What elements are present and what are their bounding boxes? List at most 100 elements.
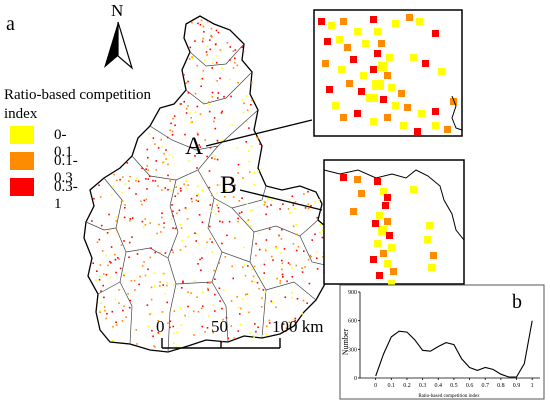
map-point (194, 40, 196, 42)
map-point (289, 212, 291, 214)
map-point (184, 245, 187, 248)
map-point (316, 257, 318, 259)
map-point (200, 78, 202, 81)
legend-label: 0.3-1 (54, 179, 78, 212)
chart-x-tick-label: 0.1 (388, 383, 396, 389)
map-point (133, 279, 136, 282)
map-point (147, 156, 149, 159)
inset-cell (338, 66, 345, 73)
inset-cell (358, 190, 365, 197)
map-point (206, 327, 209, 329)
inset-cell (410, 54, 417, 61)
map-point (115, 271, 117, 274)
map-point (249, 332, 251, 334)
map-point (152, 335, 154, 338)
map-point (120, 244, 123, 246)
inset-cell (404, 104, 411, 111)
inset-a (313, 9, 463, 137)
map-point (254, 323, 256, 325)
map-point (143, 261, 145, 263)
map-point (91, 220, 93, 222)
map-point (230, 95, 232, 98)
map-point (221, 341, 223, 343)
map-point (287, 208, 290, 210)
map-point (157, 185, 159, 187)
map-point (124, 204, 126, 206)
map-point (181, 287, 183, 289)
chart-series-line (375, 320, 533, 378)
map-point (303, 250, 305, 252)
map-point (178, 209, 181, 212)
map-point (100, 224, 103, 227)
map-point (240, 307, 242, 310)
map-point (115, 324, 118, 326)
map-competition-points (91, 19, 339, 348)
map-point (263, 203, 266, 206)
map-point (322, 229, 324, 232)
map-point (208, 104, 211, 106)
inset-cell (324, 38, 331, 45)
map-point (141, 203, 143, 206)
map-point (237, 220, 239, 223)
map-point (261, 335, 263, 337)
map-point (250, 225, 252, 227)
map-point (209, 282, 211, 284)
map-point (118, 289, 120, 291)
map-point (163, 160, 166, 163)
map-point (232, 196, 235, 198)
map-point (147, 178, 150, 180)
map-point (236, 296, 238, 298)
map-point (280, 238, 283, 240)
map-point (319, 223, 322, 226)
map-point (144, 223, 147, 226)
map-point (265, 325, 268, 328)
map-point (264, 291, 267, 293)
inset-cell (438, 68, 445, 75)
map-point (191, 121, 193, 123)
map-point (284, 296, 287, 298)
map-point (167, 188, 169, 191)
map-point (243, 102, 245, 105)
scale-bar-mid: 50 (211, 317, 228, 336)
map-point (187, 80, 189, 83)
map-point (225, 316, 228, 319)
map-point (214, 310, 216, 312)
map-point (121, 200, 124, 202)
map-point (143, 199, 146, 202)
map-point (281, 228, 283, 231)
map-point (260, 306, 263, 308)
map-point (103, 296, 105, 299)
inset-cell (374, 28, 381, 35)
map-point (243, 246, 245, 249)
inset-cell (376, 272, 383, 279)
map-point (224, 256, 227, 258)
map-point (185, 187, 188, 189)
map-point (287, 262, 290, 264)
map-point (128, 187, 131, 189)
map-point (241, 197, 243, 199)
map-point (191, 21, 193, 24)
chart-x-tick-label: 0.4 (435, 383, 443, 389)
map-point (281, 262, 284, 265)
chart-x-tick-label: 1 (531, 383, 534, 389)
map-point (123, 305, 125, 307)
map-point (199, 146, 202, 148)
map-point (270, 204, 272, 206)
map-point (152, 137, 155, 139)
map-point (201, 189, 204, 192)
map-point (106, 312, 108, 315)
map-point (112, 185, 115, 187)
map-point (250, 209, 252, 212)
map-point (251, 268, 253, 271)
map-point (113, 173, 115, 176)
map-point (252, 275, 255, 278)
map-point (217, 202, 220, 205)
map-point (265, 213, 267, 216)
map-point (210, 209, 213, 212)
map-point (121, 320, 124, 322)
map-point (163, 226, 165, 229)
map-point (307, 258, 310, 261)
map-point (197, 133, 199, 136)
inset-cell (390, 268, 397, 275)
map-point (100, 302, 102, 304)
